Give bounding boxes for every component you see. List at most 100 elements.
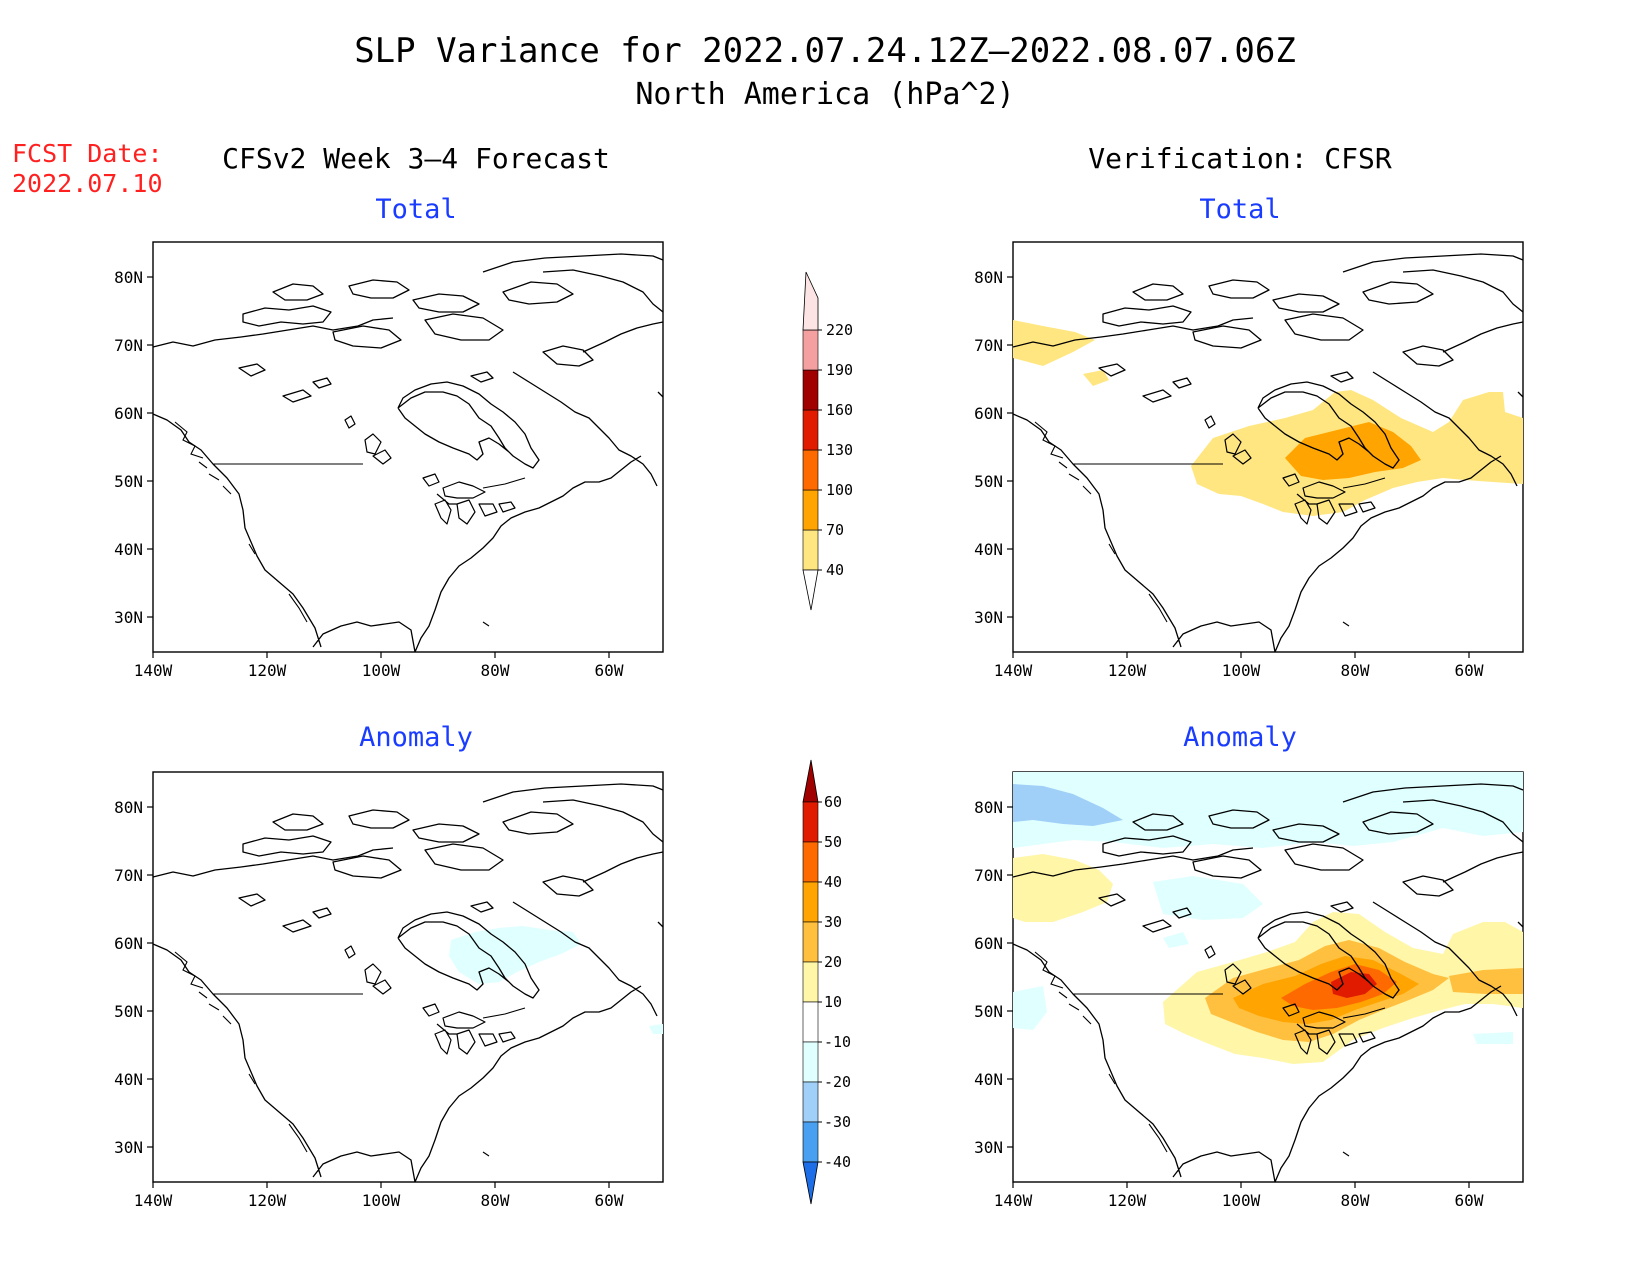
- verification-column-title: Verification: CFSR: [1088, 142, 1392, 175]
- colorbar-label: 30: [824, 913, 842, 931]
- y-tick-label: 40N: [114, 1070, 143, 1089]
- y-tick-label: 70N: [974, 866, 1003, 885]
- y-tick-label: 80N: [114, 798, 143, 817]
- colorbar-swatch: [802, 801, 819, 843]
- colorbar-swatch: [802, 369, 819, 411]
- colorbar-swatch: [802, 271, 819, 331]
- colorbar-label: 100: [826, 481, 853, 499]
- y-tick-label: 70N: [114, 866, 143, 885]
- x-tick-label: 60W: [1455, 1191, 1484, 1210]
- colorbar-label: 220: [826, 321, 853, 339]
- y-tick-label: 50N: [114, 472, 143, 491]
- figure-subtitle: North America (hPa^2): [635, 77, 1014, 112]
- y-tick-label: 50N: [114, 1002, 143, 1021]
- y-tick-label: 40N: [974, 540, 1003, 559]
- x-tick-label: 100W: [1222, 661, 1261, 680]
- colorbar-swatch: [802, 961, 819, 1003]
- y-tick-label: 70N: [114, 336, 143, 355]
- shaded-field: [1013, 772, 1523, 1064]
- colorbar-label: 130: [826, 441, 853, 459]
- map-frame: [152, 771, 664, 1183]
- panel-title-verification-anomaly: Anomaly: [1183, 722, 1297, 753]
- y-tick-label: 30N: [114, 608, 143, 627]
- axis-labels: 140W 120W 100W 80W 60W 80N 70N 60N 50N 40N 30N 140W…: [114, 268, 1484, 1210]
- colorbar-swatch: [802, 1161, 819, 1205]
- colorbar-swatch: [802, 489, 819, 531]
- colorbar-label: -20: [824, 1073, 851, 1091]
- colorbar-label: 160: [826, 401, 853, 419]
- y-tick-label: 30N: [974, 608, 1003, 627]
- y-tick-label: 60N: [114, 934, 143, 953]
- colorbar-swatch: [802, 569, 819, 611]
- colorbar-label: 70: [826, 521, 844, 539]
- x-tick-label: 120W: [248, 661, 287, 680]
- colorbar-swatch: [802, 529, 819, 571]
- colorbar-swatch: [802, 759, 819, 803]
- map-frame: [152, 241, 664, 653]
- y-tick-label: 40N: [114, 540, 143, 559]
- y-tick-label: 40N: [974, 1070, 1003, 1089]
- x-tick-label: 120W: [1108, 661, 1147, 680]
- colorbar-swatch: [802, 409, 819, 451]
- y-tick-label: 80N: [114, 268, 143, 287]
- x-tick-label: 60W: [595, 661, 624, 680]
- x-tick-label: 140W: [134, 1191, 173, 1210]
- colorbar-anomaly: 60 50 40 30 20 10 -10 -20 -30 -40: [802, 759, 851, 1205]
- colorbar-swatch: [802, 881, 819, 923]
- forecast-column-title: CFSv2 Week 3–4 Forecast: [222, 142, 610, 175]
- colorbar-label: 20: [824, 953, 842, 971]
- colorbar-swatch: [802, 921, 819, 963]
- x-tick-label: 140W: [134, 661, 173, 680]
- y-tick-label: 80N: [974, 798, 1003, 817]
- x-tick-label: 80W: [481, 661, 510, 680]
- x-tick-label: 80W: [1341, 1191, 1370, 1210]
- x-tick-label: 140W: [994, 1191, 1033, 1210]
- x-tick-label: 60W: [1455, 661, 1484, 680]
- x-tick-label: 80W: [1341, 661, 1370, 680]
- fcst-date-value: 2022.07.10: [12, 169, 163, 198]
- y-tick-label: 60N: [114, 404, 143, 423]
- x-tick-label: 120W: [1108, 1191, 1147, 1210]
- colorbar-swatch: [802, 1001, 819, 1043]
- fcst-date-label: FCST Date:: [12, 139, 163, 168]
- colorbar-swatch: [802, 449, 819, 491]
- x-tick-label: 100W: [362, 661, 401, 680]
- y-tick-label: 70N: [974, 336, 1003, 355]
- x-tick-label: 140W: [994, 661, 1033, 680]
- colorbar-swatch: [802, 1081, 819, 1123]
- y-tick-label: 80N: [974, 268, 1003, 287]
- map-panel-forecast-total: [152, 241, 664, 653]
- map-panel-forecast-anomaly: [152, 771, 664, 1183]
- x-tick-label: 120W: [248, 1191, 287, 1210]
- colorbar-label: -30: [824, 1113, 851, 1131]
- panel-title-forecast-total: Total: [375, 194, 456, 225]
- colorbar-label: 40: [826, 561, 844, 579]
- x-tick-label: 100W: [1222, 1191, 1261, 1210]
- colorbar-swatch: [802, 1041, 819, 1083]
- colorbar-swatch: [802, 841, 819, 883]
- map-panel-verification-total: [1012, 241, 1524, 653]
- y-tick-label: 50N: [974, 472, 1003, 491]
- y-tick-label: 60N: [974, 404, 1003, 423]
- map-panel-verification-anomaly: [1012, 771, 1524, 1183]
- y-tick-label: 50N: [974, 1002, 1003, 1021]
- y-tick-label: 60N: [974, 934, 1003, 953]
- colorbar-label: 60: [824, 793, 842, 811]
- colorbar-total: 40 70 100 130 160 190 220: [802, 271, 853, 611]
- panel-title-verification-total: Total: [1199, 194, 1280, 225]
- colorbar-label: -40: [824, 1153, 851, 1171]
- colorbar-label: 50: [824, 833, 842, 851]
- colorbar-swatch: [802, 329, 819, 371]
- y-tick-label: 30N: [974, 1138, 1003, 1157]
- x-tick-label: 60W: [595, 1191, 624, 1210]
- colorbar-label: 40: [824, 873, 842, 891]
- colorbar-label: 10: [824, 993, 842, 1011]
- figure-title: SLP Variance for 2022.07.24.12Z—2022.08.…: [354, 31, 1296, 71]
- x-tick-label: 100W: [362, 1191, 401, 1210]
- panel-title-forecast-anomaly: Anomaly: [359, 722, 473, 753]
- x-tick-label: 80W: [481, 1191, 510, 1210]
- colorbar-label: 190: [826, 361, 853, 379]
- y-tick-label: 30N: [114, 1138, 143, 1157]
- colorbar-label: -10: [824, 1033, 851, 1051]
